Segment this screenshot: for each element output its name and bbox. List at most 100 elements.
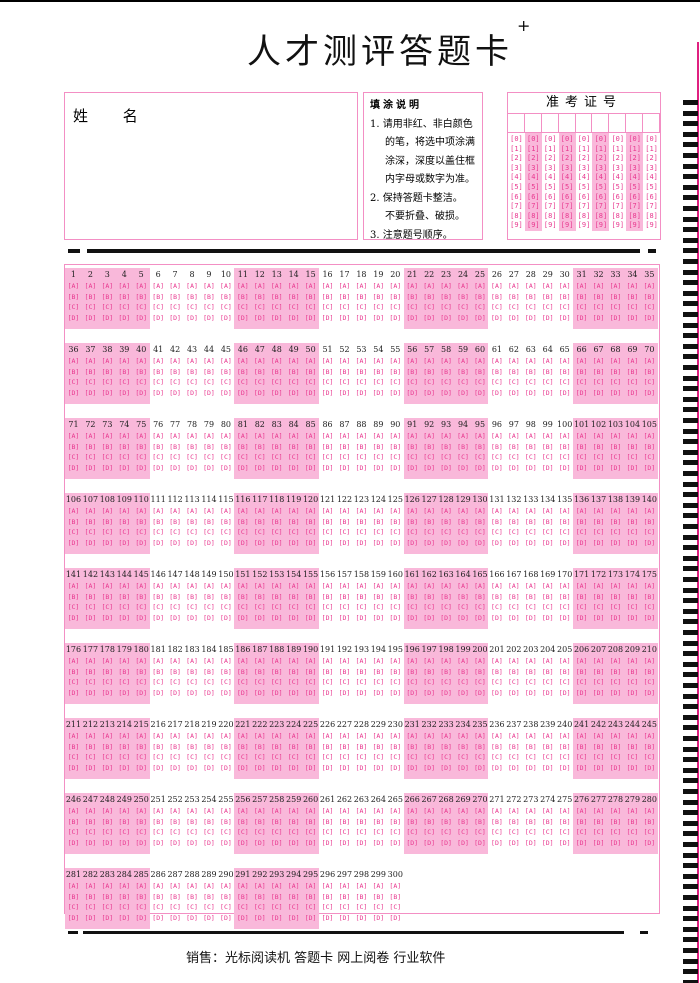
option-bubble-a[interactable]: [A] (101, 282, 114, 290)
exam-id-bubble[interactable]: [3] (543, 163, 557, 172)
option-bubble-a[interactable]: [A] (135, 282, 148, 290)
option-bubble-d[interactable]: [D] (474, 763, 486, 772)
option-bubble-c[interactable]: [C] (84, 453, 97, 461)
option-bubble-a[interactable]: [A] (118, 882, 131, 890)
option-bubble-b[interactable]: [B] (118, 742, 131, 751)
option-bubble-b[interactable]: [B] (423, 442, 436, 451)
option-bubble-d[interactable]: [D] (440, 613, 452, 622)
option-bubble-d[interactable]: [D] (304, 763, 317, 772)
option-bubble-b[interactable]: [B] (575, 517, 588, 526)
exam-id-bubble[interactable]: [2] (543, 154, 557, 163)
option-bubble-d[interactable]: [D] (643, 313, 656, 322)
option-bubble-b[interactable]: [B] (609, 442, 622, 451)
option-bubble-b[interactable]: [B] (169, 442, 181, 451)
option-bubble-d[interactable]: [D] (474, 613, 486, 622)
option-bubble-b[interactable]: [B] (236, 742, 249, 751)
option-bubble-a[interactable]: [A] (152, 882, 165, 890)
option-bubble-a[interactable]: [A] (321, 507, 334, 515)
option-bubble-b[interactable]: [B] (491, 367, 503, 376)
option-bubble-d[interactable]: [D] (507, 388, 520, 397)
option-bubble-b[interactable]: [B] (626, 367, 639, 376)
option-bubble-d[interactable]: [D] (101, 463, 114, 472)
exam-id-write-cell[interactable] (525, 114, 542, 132)
option-bubble-a[interactable]: [A] (169, 657, 181, 665)
option-bubble-b[interactable]: [B] (355, 442, 368, 451)
option-bubble-a[interactable]: [A] (84, 357, 97, 365)
option-bubble-b[interactable]: [B] (372, 592, 385, 601)
option-bubble-b[interactable]: [B] (304, 517, 317, 526)
option-bubble-a[interactable]: [A] (203, 432, 215, 440)
option-bubble-b[interactable]: [B] (592, 442, 605, 451)
option-bubble-d[interactable]: [D] (118, 388, 131, 397)
option-bubble-c[interactable]: [C] (220, 453, 232, 461)
option-bubble-c[interactable]: [C] (440, 303, 452, 311)
option-bubble-c[interactable]: [C] (355, 603, 368, 611)
option-bubble-d[interactable]: [D] (372, 913, 385, 922)
option-bubble-a[interactable]: [A] (558, 732, 571, 740)
option-bubble-c[interactable]: [C] (304, 303, 317, 311)
option-bubble-d[interactable]: [D] (491, 838, 503, 847)
option-bubble-a[interactable]: [A] (186, 807, 198, 815)
option-bubble-a[interactable]: [A] (236, 807, 249, 815)
option-bubble-c[interactable]: [C] (372, 378, 385, 386)
option-bubble-d[interactable]: [D] (389, 688, 402, 697)
option-bubble-d[interactable]: [D] (304, 838, 317, 847)
option-bubble-d[interactable]: [D] (491, 688, 503, 697)
option-bubble-a[interactable]: [A] (321, 357, 334, 365)
option-bubble-c[interactable]: [C] (524, 678, 537, 686)
option-bubble-a[interactable]: [A] (304, 507, 317, 515)
option-bubble-a[interactable]: [A] (84, 432, 97, 440)
option-bubble-a[interactable]: [A] (457, 432, 469, 440)
exam-id-bubble[interactable]: [0] (594, 135, 608, 143)
option-bubble-a[interactable]: [A] (423, 807, 436, 815)
exam-id-bubble[interactable]: [4] (577, 173, 591, 182)
option-bubble-b[interactable]: [B] (169, 742, 181, 751)
option-bubble-c[interactable]: [C] (372, 678, 385, 686)
option-bubble-b[interactable]: [B] (118, 892, 131, 901)
option-bubble-c[interactable]: [C] (270, 678, 283, 686)
exam-id-bubble[interactable]: [4] (628, 173, 641, 182)
option-bubble-c[interactable]: [C] (507, 378, 520, 386)
option-bubble-b[interactable]: [B] (135, 817, 148, 826)
option-bubble-b[interactable]: [B] (558, 667, 571, 676)
option-bubble-c[interactable]: [C] (507, 303, 520, 311)
option-bubble-c[interactable]: [C] (84, 828, 97, 836)
option-bubble-d[interactable]: [D] (135, 763, 148, 772)
option-bubble-a[interactable]: [A] (626, 507, 639, 515)
option-bubble-d[interactable]: [D] (372, 388, 385, 397)
option-bubble-b[interactable]: [B] (592, 517, 605, 526)
option-bubble-d[interactable]: [D] (67, 538, 80, 547)
option-bubble-a[interactable]: [A] (152, 582, 165, 590)
option-bubble-b[interactable]: [B] (474, 442, 486, 451)
option-bubble-b[interactable]: [B] (575, 442, 588, 451)
option-bubble-c[interactable]: [C] (389, 828, 402, 836)
option-bubble-b[interactable]: [B] (203, 592, 215, 601)
option-bubble-d[interactable]: [D] (169, 313, 181, 322)
option-bubble-b[interactable]: [B] (253, 442, 266, 451)
option-bubble-b[interactable]: [B] (152, 442, 165, 451)
option-bubble-d[interactable]: [D] (626, 538, 639, 547)
option-bubble-b[interactable]: [B] (524, 367, 537, 376)
option-bubble-b[interactable]: [B] (541, 442, 554, 451)
option-bubble-b[interactable]: [B] (203, 892, 215, 901)
exam-id-bubble[interactable]: [5] (611, 182, 625, 191)
option-bubble-d[interactable]: [D] (169, 538, 181, 547)
option-bubble-b[interactable]: [B] (626, 592, 639, 601)
option-bubble-b[interactable]: [B] (67, 892, 80, 901)
option-bubble-c[interactable]: [C] (152, 453, 165, 461)
option-bubble-d[interactable]: [D] (457, 388, 469, 397)
option-bubble-a[interactable]: [A] (389, 432, 402, 440)
option-bubble-c[interactable]: [C] (135, 903, 148, 911)
option-bubble-c[interactable]: [C] (355, 678, 368, 686)
option-bubble-b[interactable]: [B] (372, 817, 385, 826)
option-bubble-d[interactable]: [D] (220, 388, 232, 397)
option-bubble-b[interactable]: [B] (507, 592, 520, 601)
option-bubble-d[interactable]: [D] (253, 763, 266, 772)
option-bubble-c[interactable]: [C] (135, 828, 148, 836)
exam-id-bubble[interactable]: [2] (611, 154, 625, 163)
option-bubble-c[interactable]: [C] (304, 528, 317, 536)
option-bubble-c[interactable]: [C] (270, 828, 283, 836)
option-bubble-c[interactable]: [C] (372, 528, 385, 536)
option-bubble-c[interactable]: [C] (626, 603, 639, 611)
option-bubble-a[interactable]: [A] (203, 807, 215, 815)
